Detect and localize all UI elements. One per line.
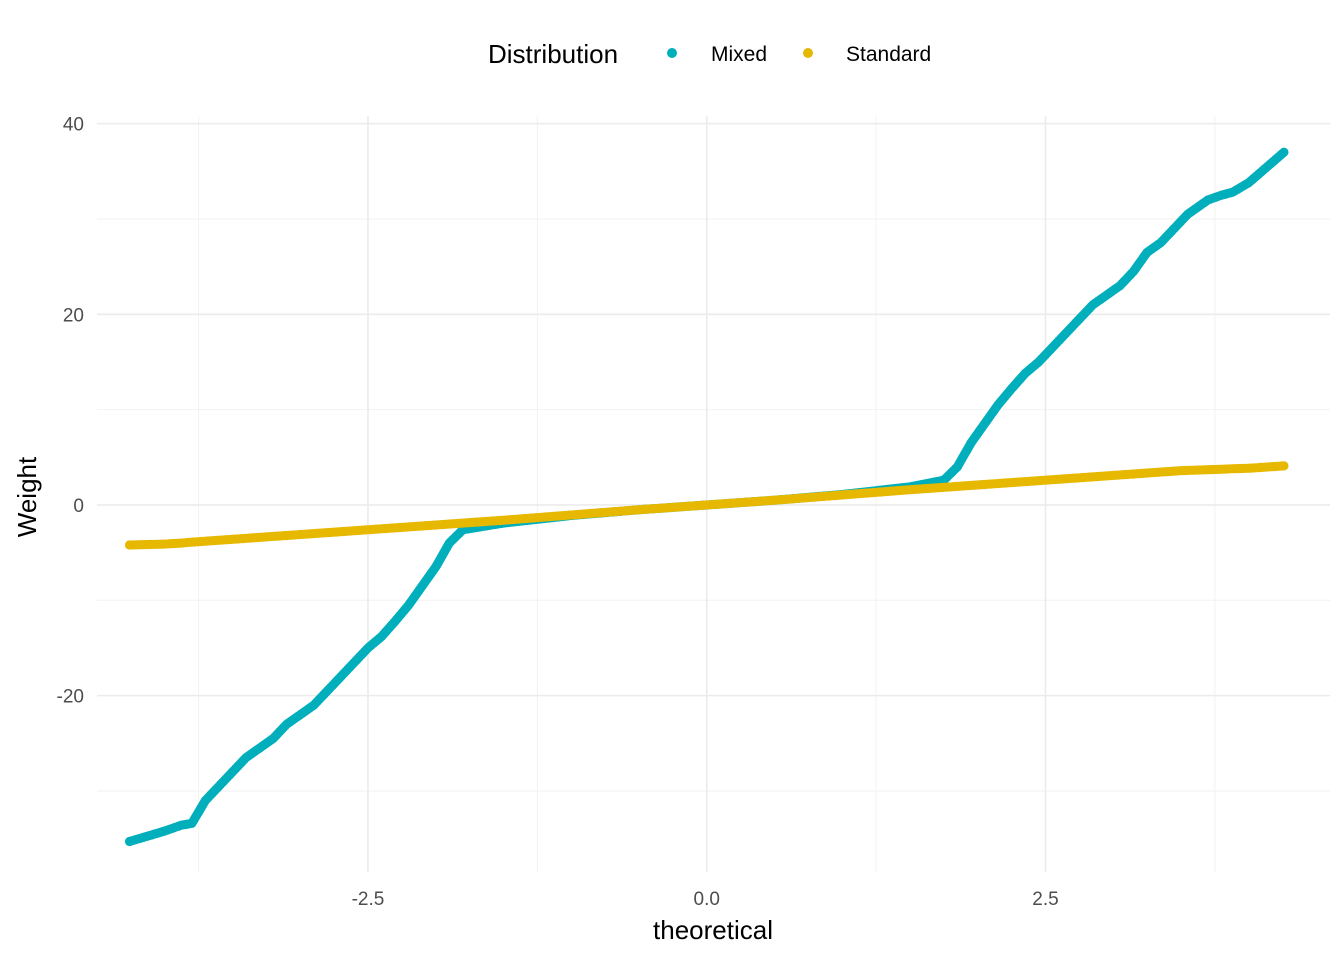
- y-tick-label: -20: [57, 687, 84, 708]
- grid-lines: [97, 116, 1330, 872]
- legend-label-mixed: Mixed: [711, 43, 767, 66]
- y-axis-title: Weight: [12, 456, 42, 537]
- data-points: [124, 147, 1289, 847]
- legend-key-mixed: [667, 48, 677, 58]
- series-standard: [124, 461, 1289, 550]
- legend-title: Distribution: [488, 39, 618, 69]
- x-axis-tick-labels: -2.5 0.0 2.5: [352, 889, 1059, 910]
- y-tick-label: 20: [63, 305, 84, 326]
- legend-label-standard: Standard: [846, 43, 931, 66]
- x-axis-title: theoretical: [653, 915, 773, 945]
- legend: Distribution Mixed Standard: [488, 39, 931, 69]
- x-tick-label: -2.5: [352, 889, 385, 910]
- data-point: [1279, 147, 1289, 157]
- y-tick-label: 40: [63, 115, 84, 136]
- data-point: [1279, 461, 1289, 471]
- x-tick-label: 2.5: [1032, 889, 1058, 910]
- y-axis-tick-labels: -20 0 20 40: [57, 115, 84, 708]
- x-tick-label: 0.0: [694, 889, 720, 910]
- y-tick-label: 0: [73, 496, 84, 517]
- legend-key-standard: [803, 48, 813, 58]
